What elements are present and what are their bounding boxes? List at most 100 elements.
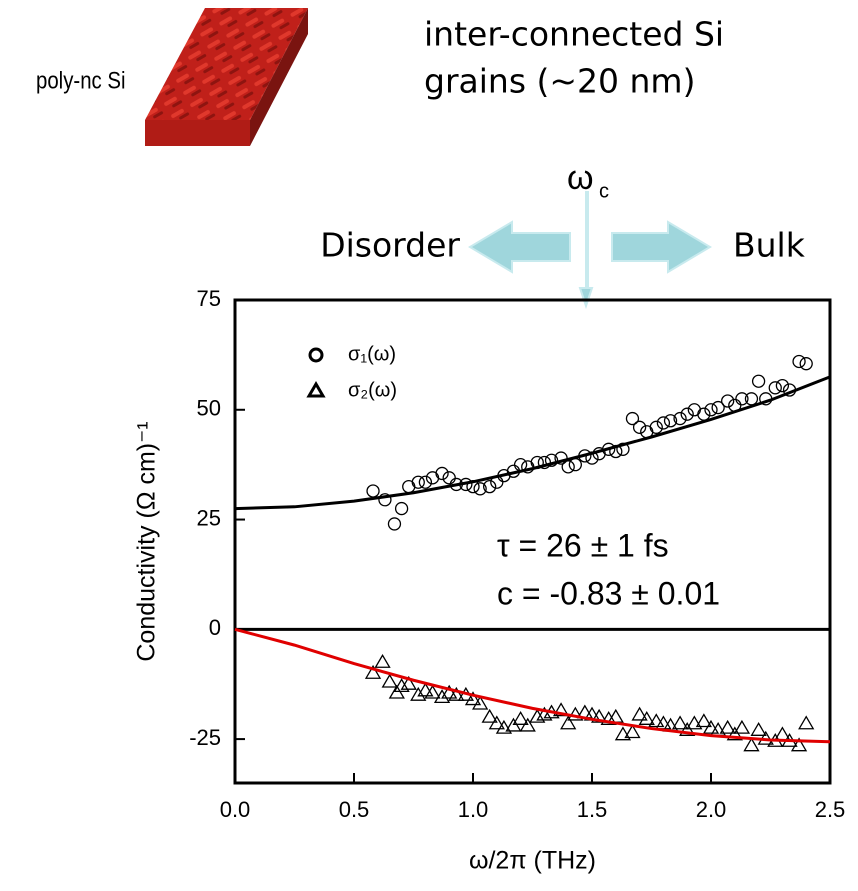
data-point (625, 411, 640, 426)
data-point (364, 664, 382, 679)
data-point (418, 475, 433, 489)
data-point (600, 711, 617, 725)
data-point (400, 675, 417, 690)
data-point (552, 702, 570, 717)
data-point (673, 411, 687, 426)
left-arrow (468, 220, 571, 274)
data-point (656, 416, 671, 430)
sample-image-edge (250, 8, 308, 146)
data-point (649, 420, 663, 434)
crossover-symbol: ω (567, 159, 594, 197)
data-point (473, 482, 487, 496)
data-point (433, 689, 451, 704)
x-tick-label: 2.0 (696, 797, 727, 822)
sample-image (145, 8, 308, 120)
data-point (798, 715, 815, 730)
data-point (568, 458, 582, 472)
y-tick-label: 75 (197, 286, 221, 311)
fit-line (234, 627, 831, 744)
data-point (591, 708, 608, 723)
right-arrow (611, 220, 712, 274)
data-point (799, 357, 813, 371)
data-point (631, 706, 648, 721)
data-point (378, 493, 392, 507)
data-point (743, 737, 760, 752)
data-point (448, 686, 465, 701)
data-point (695, 713, 712, 728)
data-point (750, 722, 767, 736)
data-point (472, 695, 489, 710)
arrows (468, 191, 712, 310)
data-point (680, 407, 694, 421)
data-point (792, 354, 806, 369)
data-point (519, 717, 536, 732)
data-point (697, 407, 711, 421)
x-tick-label: 0.5 (339, 797, 370, 822)
data-point (638, 711, 655, 725)
data-point (411, 475, 425, 489)
description: inter-connected Si (424, 15, 724, 54)
data-point (687, 403, 701, 417)
y-tick-label: 25 (197, 505, 221, 530)
data-point (663, 414, 678, 428)
data-point (387, 517, 402, 531)
data-point (417, 682, 434, 697)
right-label: Bulk (733, 226, 806, 265)
data-point (614, 726, 632, 741)
x-axis-label: ω/2π (THz) (469, 847, 596, 875)
crossover-subscript: c (599, 180, 609, 202)
data-point (441, 684, 458, 699)
data-point (719, 719, 736, 734)
data-point (425, 471, 440, 485)
data-point (704, 403, 718, 417)
legend-label: σ₂(ω) (348, 379, 397, 401)
data-point (671, 715, 689, 730)
sample-label: poly-nc Si (36, 67, 126, 94)
y-axis-label: Conductivity (Ω cm)⁻¹ (133, 421, 161, 661)
data-point (442, 471, 456, 485)
down-arrow (578, 191, 594, 310)
data-point (790, 737, 808, 752)
data-point (529, 708, 546, 723)
data-point (366, 484, 380, 498)
fit-parameter: τ = 26 ± 1 fs (497, 527, 669, 563)
x-tick-label: 2.5 (815, 797, 846, 822)
data-point (544, 453, 559, 467)
data-point (393, 678, 410, 693)
data-point (775, 378, 790, 393)
data-point (711, 400, 725, 415)
data-point (488, 715, 505, 730)
y-tick-label: 50 (197, 396, 221, 421)
data-point (381, 673, 398, 688)
data-point (483, 479, 497, 494)
data-point (735, 392, 749, 406)
data-point (686, 715, 703, 730)
data-point (632, 420, 647, 434)
description: grains (~20 nm) (424, 62, 695, 101)
data-point (648, 713, 665, 728)
fit-parameter: c = -0.83 ± 0.01 (497, 575, 720, 611)
data-point (374, 653, 391, 668)
data-point (567, 706, 584, 721)
left-label: Disorder (320, 226, 460, 265)
x-tick-label: 1.5 (577, 797, 608, 822)
data-point (435, 466, 449, 481)
y-tick-label: 0 (209, 615, 221, 640)
data-point (424, 684, 441, 699)
x-tick-label: 1.0 (458, 797, 489, 822)
data-point (768, 381, 782, 395)
data-point (394, 501, 409, 516)
data-point (624, 724, 641, 739)
data-point (560, 715, 577, 730)
data-point (561, 460, 575, 474)
plot-frame (233, 298, 832, 785)
fit-line (234, 375, 831, 511)
x-tick-label: 0.0 (220, 797, 251, 822)
data-point (702, 719, 720, 734)
data-point (481, 708, 498, 723)
data-point (733, 719, 751, 734)
data-point (536, 706, 553, 721)
data-point (464, 691, 482, 706)
